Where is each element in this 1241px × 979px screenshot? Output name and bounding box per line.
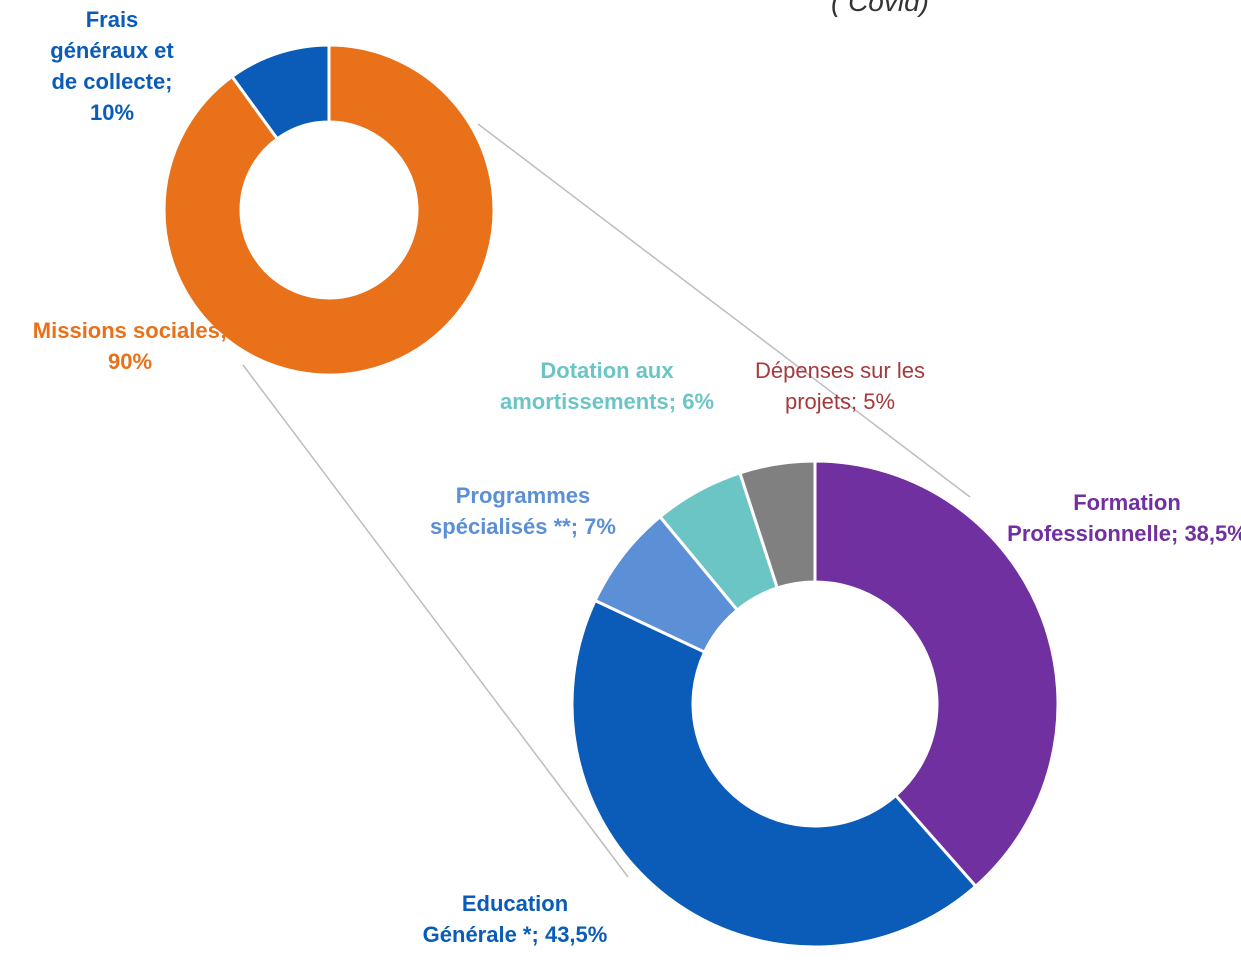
value-label: 90% bbox=[107, 349, 153, 374]
value-label: 10% bbox=[89, 100, 135, 125]
category-label: Frais généraux et de collecte; bbox=[50, 7, 174, 94]
donut-slice bbox=[813, 459, 1060, 889]
donut-slice bbox=[570, 598, 978, 949]
donut-slice bbox=[738, 459, 817, 590]
value-label: 6% bbox=[682, 389, 714, 414]
value-label: 7% bbox=[584, 514, 616, 539]
chart-title: ( Covid) bbox=[830, 0, 929, 17]
category-label: Programmes spécialisés **; bbox=[430, 483, 591, 539]
slice-label: Dépenses sur les projets; 5% bbox=[740, 355, 940, 417]
category-label: Formation Professionnelle; bbox=[1007, 490, 1181, 546]
slice-label: Frais généraux et de collecte; 10% bbox=[42, 4, 182, 128]
category-label: Education Générale *; bbox=[422, 891, 569, 947]
donut-slice bbox=[229, 43, 331, 141]
value-label: 43,5% bbox=[544, 922, 608, 947]
slice-label: Programmes spécialisés **; 7% bbox=[423, 480, 623, 542]
slice-label: Dotation aux amortissements; 6% bbox=[492, 355, 722, 417]
slice-label: Formation Professionnelle; 38,5% bbox=[1007, 487, 1241, 549]
donut-slice bbox=[162, 43, 496, 377]
category-label: Missions sociales; bbox=[32, 318, 228, 343]
category-label: Dotation aux amortissements; bbox=[500, 358, 677, 414]
connector-line bbox=[477, 123, 971, 498]
connector-line bbox=[242, 364, 629, 878]
slice-label: Missions sociales; 90% bbox=[25, 315, 235, 377]
value-label: 38,5% bbox=[1184, 521, 1241, 546]
slice-label: Education Générale *; 43,5% bbox=[415, 888, 615, 950]
value-label: 5% bbox=[863, 389, 896, 414]
category-label: Dépenses sur les projets; bbox=[755, 358, 925, 414]
